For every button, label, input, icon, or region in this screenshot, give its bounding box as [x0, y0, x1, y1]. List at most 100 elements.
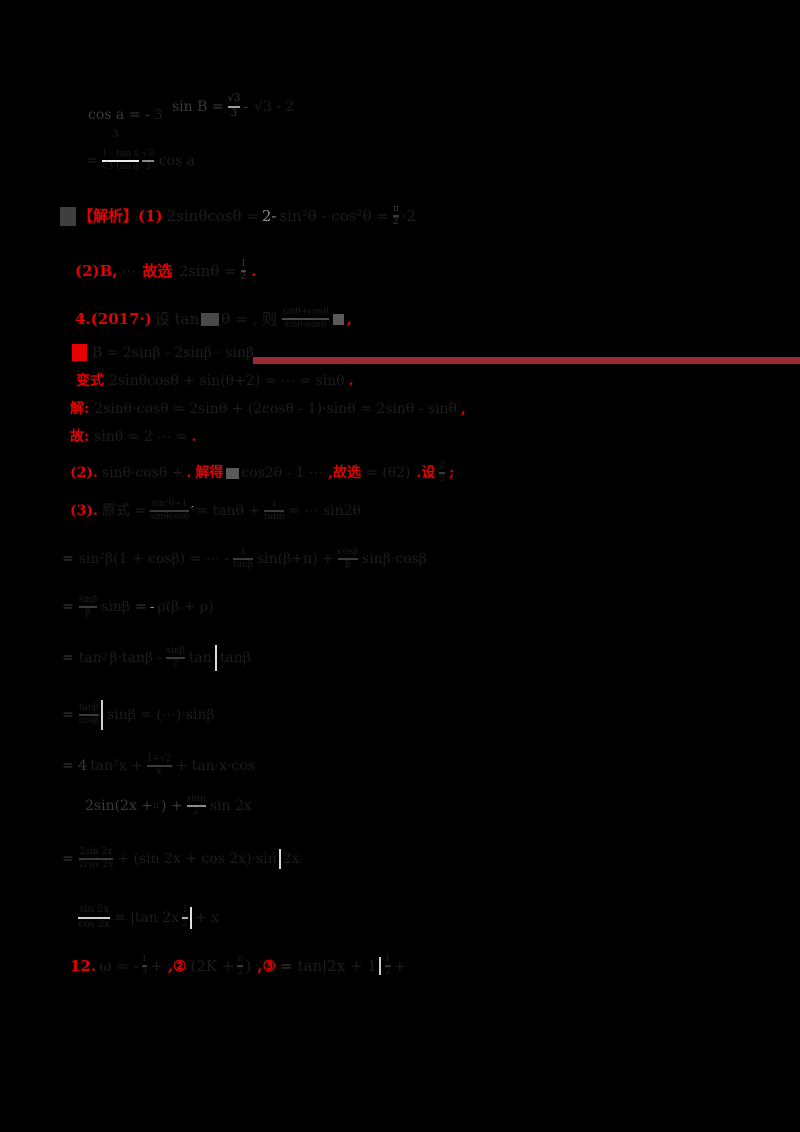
derivation-line-2: = sinβ β sinβ = - ρ(β + ρ) [62, 595, 214, 619]
math-text: , [299, 853, 303, 864]
fraction: √3 3 [142, 149, 154, 173]
top-fraction-line: = 1 - tan a √3 tan a √3 3 cos a [86, 149, 195, 173]
top-fragment-sub: 3 [112, 128, 119, 139]
fraction-numerator: sinβ [166, 645, 185, 656]
math-text: ) [245, 956, 252, 975]
fraction-numerator: 1 [240, 547, 246, 557]
math-text: = [62, 707, 74, 723]
fraction-numerator: cosβ [337, 547, 359, 557]
answer-marker-text: 解: [70, 401, 90, 417]
fraction-numerator: sinβ [78, 595, 98, 605]
math-text: - [243, 98, 249, 115]
math-text: 3 [112, 127, 119, 140]
fraction-numerator: 1 [182, 905, 188, 916]
math-text: = |tan 2x [113, 909, 180, 926]
fraction-denominator: 3 [439, 474, 446, 485]
math-text: sin B = [172, 98, 224, 115]
math-text: ρ(β + ρ) [157, 599, 214, 616]
fraction-bar [227, 105, 241, 108]
fraction: cosβ β [337, 547, 359, 571]
multi-answer-line: (2). sinθ·cosθ +. 解得 cos2θ - 1 ⋯ ,故选 = (θ2) .设… [70, 461, 454, 485]
fraction-denominator: 3 [230, 107, 238, 119]
fraction-numerator: 1 [384, 954, 391, 964]
answer-marker-text: , [346, 309, 352, 328]
fraction-bar [232, 558, 253, 561]
math-text: ) + [160, 798, 183, 815]
math-text: tan²x + [90, 758, 143, 775]
math-text: sinβ [101, 599, 131, 616]
fraction-bar [186, 805, 206, 808]
fraction-bar [337, 558, 359, 561]
math-text: 2sin(2x + [85, 798, 154, 815]
math-text: θ = , 则 [221, 309, 277, 328]
math-text: 2sinθ·cosθ = 2sinθ + (2cosθ - 1)·sinθ = … [94, 401, 457, 417]
answer-marker-text: 变式 [76, 373, 104, 389]
math-text: sin²θ - cos²θ = [279, 206, 389, 225]
fraction-denominator: tanθ [264, 512, 285, 523]
answer-marker-text: 故选 [142, 261, 173, 280]
highlight-chip [60, 206, 76, 226]
answer-marker-text: 4.(2017·) [75, 309, 152, 328]
math-text: 2sinθ = [178, 261, 237, 280]
math-text: = [62, 551, 74, 568]
fraction-numerator: 2sin 2x [79, 847, 113, 857]
math-text: 设 tan [154, 309, 200, 328]
fraction: √3 3 [227, 93, 241, 119]
fraction-bar [240, 270, 247, 273]
answer-marker-text: . [186, 465, 192, 482]
math-text: + (sin 2x + cos 2x)·sin [117, 851, 277, 868]
fraction-numerator: 1 [240, 259, 247, 269]
fraction-bar [439, 472, 446, 475]
fraction-bar [78, 916, 110, 919]
fraction-denominator: sinθcosθ [150, 512, 190, 523]
fraction-denominator: 2 [237, 967, 244, 978]
math-text: sin 2x [209, 798, 252, 815]
fraction-bar [166, 657, 185, 659]
fraction: sinθ+cosθ sinθ-cosθ [281, 307, 329, 331]
fraction: sinπ 2 [186, 794, 206, 818]
derivation-line-6: = 2sin 2x 2cos 2x + (sin 2x + cos 2x)·sin 2x… [62, 847, 303, 871]
math-text: + x [194, 909, 219, 926]
derivation-line-1: = sin²β(1 + cosβ) = ⋯ - 1 tanβ sin(β+π) + cos… [62, 547, 427, 571]
fraction-denominator: 3 [145, 162, 151, 173]
absolute-value-bar [378, 957, 381, 976]
fraction-bar [141, 965, 148, 968]
fraction-bar [142, 160, 154, 163]
fraction-denominator: cosβ [78, 716, 100, 726]
fraction-numerator: sinθ+cosθ [281, 307, 329, 317]
math-text: + tan·x·cos [175, 758, 255, 775]
absolute-value-bar [189, 906, 192, 929]
math-text: sinβ = (⋯)·sinβ [107, 707, 215, 723]
fraction-numerator: 1+√2 [146, 754, 172, 764]
fraction: tanβ cosβ [78, 702, 100, 727]
math-text: ′ [191, 505, 194, 516]
math-text: = [62, 650, 74, 666]
fraction-denominator: 3 [141, 967, 148, 978]
answer-marker-text: . [251, 261, 257, 280]
fraction-denominator: cos 2x [78, 918, 110, 930]
fraction-bar [384, 965, 391, 968]
math-text: 2x [282, 851, 300, 868]
fraction-bar [146, 765, 172, 768]
fraction-numerator: sin 2x [78, 904, 109, 915]
math-text: = [279, 956, 293, 975]
fraction-numerator: 1 [141, 954, 148, 964]
solution-line: 解: 2sinθ·cosθ = 2sinθ + (2cosθ - 1)·sinθ … [70, 402, 466, 416]
fraction-denominator: 2 [182, 918, 188, 929]
fraction-numerator: tanβ [78, 702, 99, 713]
fraction: sinβ 2 [166, 645, 185, 670]
answer-marker-text: . [348, 373, 354, 389]
math-text: ω = - [99, 956, 139, 975]
answer-marker-text: (2). [70, 465, 98, 482]
math-text: = 4 [62, 758, 88, 775]
fraction-bar [264, 510, 285, 513]
fraction-denominator: 2 [384, 967, 391, 978]
fraction-numerator: 1 [271, 499, 278, 509]
math-text: = [135, 599, 147, 616]
answer-marker-text: .设 [416, 465, 436, 482]
fraction-numerator: sinπ [186, 794, 206, 804]
